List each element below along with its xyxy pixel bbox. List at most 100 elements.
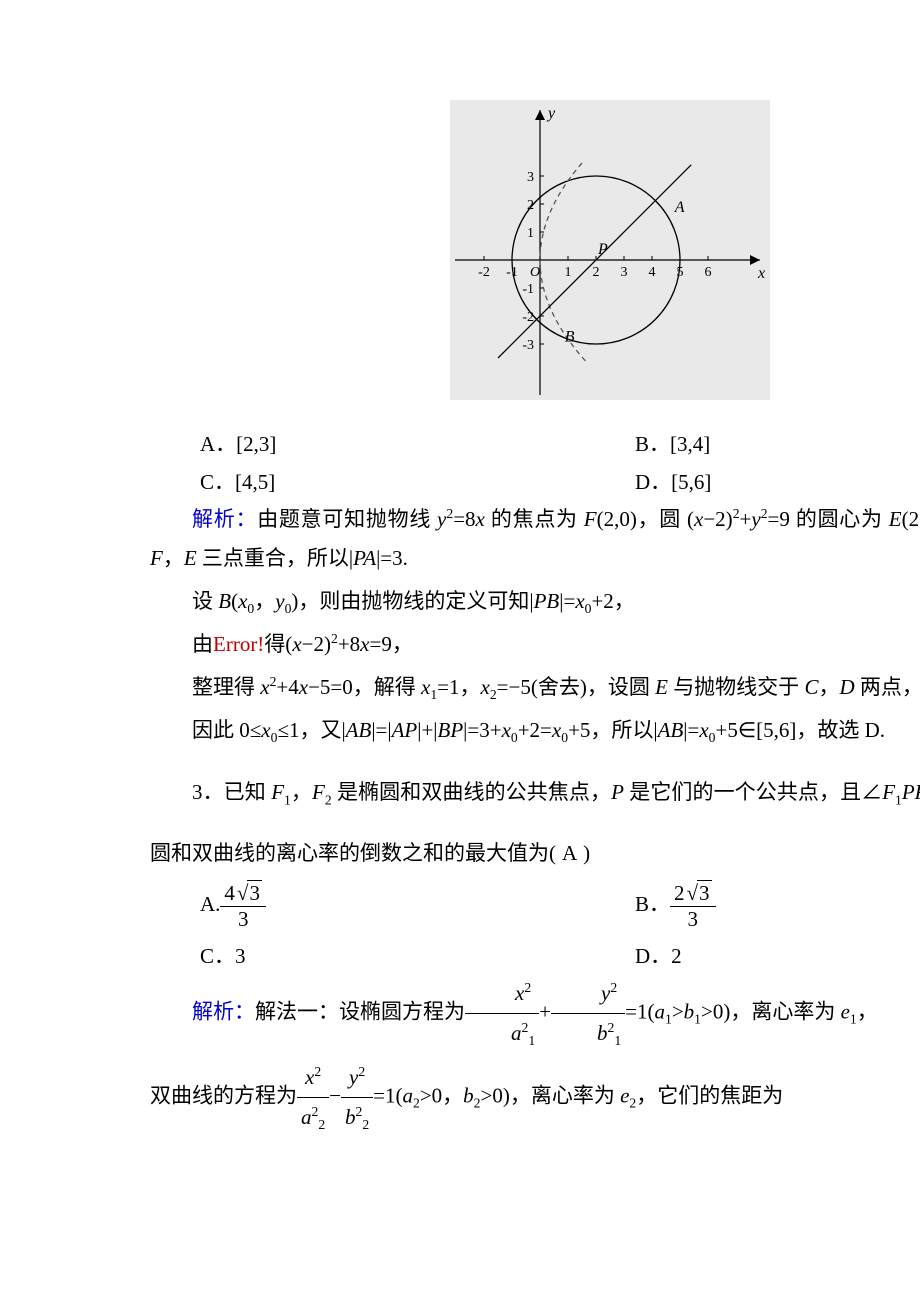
- var-x: x: [261, 718, 270, 742]
- var-E: E: [889, 507, 902, 531]
- q2-option-d: D．[5,6]: [635, 462, 920, 500]
- t: |+|: [417, 718, 437, 742]
- var-F: F: [150, 546, 163, 570]
- var-C: C: [804, 675, 818, 699]
- t: +4: [276, 675, 298, 699]
- t: +2，: [591, 589, 634, 613]
- t: −2): [703, 507, 732, 531]
- t: =1，: [437, 675, 480, 699]
- jiexi-label: 解析：: [192, 1000, 255, 1024]
- q3-options: A.433 B．233 C．3 D．2: [200, 876, 920, 974]
- t: (2,0): [597, 507, 637, 531]
- svg-text:x: x: [757, 265, 765, 282]
- t: >0)，离心率为: [481, 1083, 621, 1107]
- t: |=: [559, 589, 575, 613]
- var-D: D: [839, 675, 854, 699]
- q3-option-b: B．233: [635, 876, 920, 936]
- t: 整理得: [192, 675, 260, 699]
- t: =−5(舍去)，设圆: [497, 675, 655, 699]
- t: ，: [254, 589, 275, 613]
- var-y: y: [275, 589, 284, 613]
- n: 4: [224, 881, 235, 905]
- var-BP: BP: [438, 718, 464, 742]
- var-a: a: [403, 1083, 414, 1107]
- q2-explanation-p1: 解析：由题意可知抛物线 y2=8x 的焦点为 F(2,0)，圆 (x−2)2+y…: [150, 500, 920, 578]
- svg-text:O: O: [530, 265, 540, 280]
- var-AB: AB: [658, 718, 684, 742]
- t: +5∈[5,6]，故选 D.: [716, 718, 886, 742]
- t: 已知: [224, 780, 272, 804]
- q2-explanation-p4: 整理得 x2+4x−5=0，解得 x1=1，x2=−5(舍去)，设圆 E 与抛物…: [150, 668, 920, 707]
- var-P: P: [902, 780, 915, 804]
- svg-text:6: 6: [705, 265, 712, 280]
- t: −: [329, 1083, 341, 1107]
- t: ，它们的焦距为: [636, 1083, 783, 1107]
- t: ，: [818, 675, 839, 699]
- var-x: x: [699, 718, 708, 742]
- r: 3: [697, 880, 712, 906]
- n: 2: [674, 881, 685, 905]
- jiexi-label: 解析：: [192, 507, 257, 531]
- var-x: x: [238, 589, 247, 613]
- n: x: [305, 1065, 314, 1089]
- var-PA: PA: [353, 546, 376, 570]
- frac: 433: [220, 880, 266, 932]
- var-B: B: [218, 589, 231, 613]
- n: y: [601, 981, 610, 1005]
- svg-text:-2: -2: [522, 310, 534, 325]
- t: ，: [163, 546, 184, 570]
- t: |=|: [371, 718, 391, 742]
- q3-option-d: D．2: [635, 936, 920, 974]
- t: +5，所以|: [568, 718, 658, 742]
- var-x: x: [260, 675, 269, 699]
- t: (2,0): [902, 507, 920, 531]
- svg-text:1: 1: [527, 226, 534, 241]
- q2-explanation-p5: 因此 0≤x0≤1，又|AB|=|AP|+|BP|=3+x0+2=x0+5，所以…: [150, 711, 920, 750]
- n: x: [515, 981, 524, 1005]
- q2-explanation-p2: 设 B(x0，y0)，则由抛物线的定义可知|PB|=x0+2，: [150, 582, 920, 621]
- t: +8: [338, 632, 360, 656]
- svg-text:3: 3: [527, 170, 534, 185]
- q2-option-c: C．[4,5]: [200, 462, 635, 500]
- t: +2=: [518, 718, 552, 742]
- t: |=3.: [376, 546, 408, 570]
- q3-explanation-p2: 双曲线的方程为x2a22−y2b22=1(a2>0，b2>0)，离心率为 e2，…: [150, 1058, 920, 1137]
- var-E: E: [184, 546, 197, 570]
- q3-answer: A: [556, 841, 583, 865]
- t: 是它们的一个公共点，且∠: [624, 780, 882, 804]
- svg-text:4: 4: [649, 265, 656, 280]
- frac-x2-a2: x2a22: [297, 1058, 329, 1137]
- t: ): [583, 841, 590, 865]
- t: =9，: [369, 632, 412, 656]
- t: 双曲线的方程为: [150, 1083, 297, 1107]
- t: 两点，所以: [855, 675, 920, 699]
- var-F: F: [584, 507, 597, 531]
- d: a: [511, 1021, 522, 1045]
- var-b: b: [463, 1083, 474, 1107]
- t: =1(: [625, 1000, 654, 1024]
- var-F: F: [312, 780, 325, 804]
- t: +: [740, 507, 752, 531]
- t: 得(: [264, 632, 292, 656]
- var-a: a: [655, 1000, 666, 1024]
- var-x: x: [292, 632, 301, 656]
- var-x: x: [552, 718, 561, 742]
- var-x: x: [421, 675, 430, 699]
- var-AB: AB: [346, 718, 372, 742]
- t: 设: [192, 589, 218, 613]
- t: |=: [683, 718, 699, 742]
- t: =8: [453, 507, 475, 531]
- t: 是椭圆和双曲线的公共焦点，: [332, 780, 611, 804]
- r: 3: [247, 880, 262, 906]
- q2-options: A．[2,3] B．[3,4] C．[4,5] D．[5,6]: [200, 424, 920, 500]
- q3-option-a: A.433: [200, 876, 635, 936]
- q3-stem: 3．已知 F1，F2 是椭圆和双曲线的公共焦点，P 是它们的一个公共点，且∠F1…: [150, 755, 920, 873]
- d: b: [345, 1105, 356, 1129]
- var-x: x: [502, 718, 511, 742]
- frac-y2-b2: y2b21: [551, 974, 625, 1053]
- error-text: Error!: [213, 632, 264, 656]
- var-y: y: [437, 507, 446, 531]
- t: −2): [302, 632, 331, 656]
- t: +: [539, 1000, 551, 1024]
- d: b: [597, 1021, 608, 1045]
